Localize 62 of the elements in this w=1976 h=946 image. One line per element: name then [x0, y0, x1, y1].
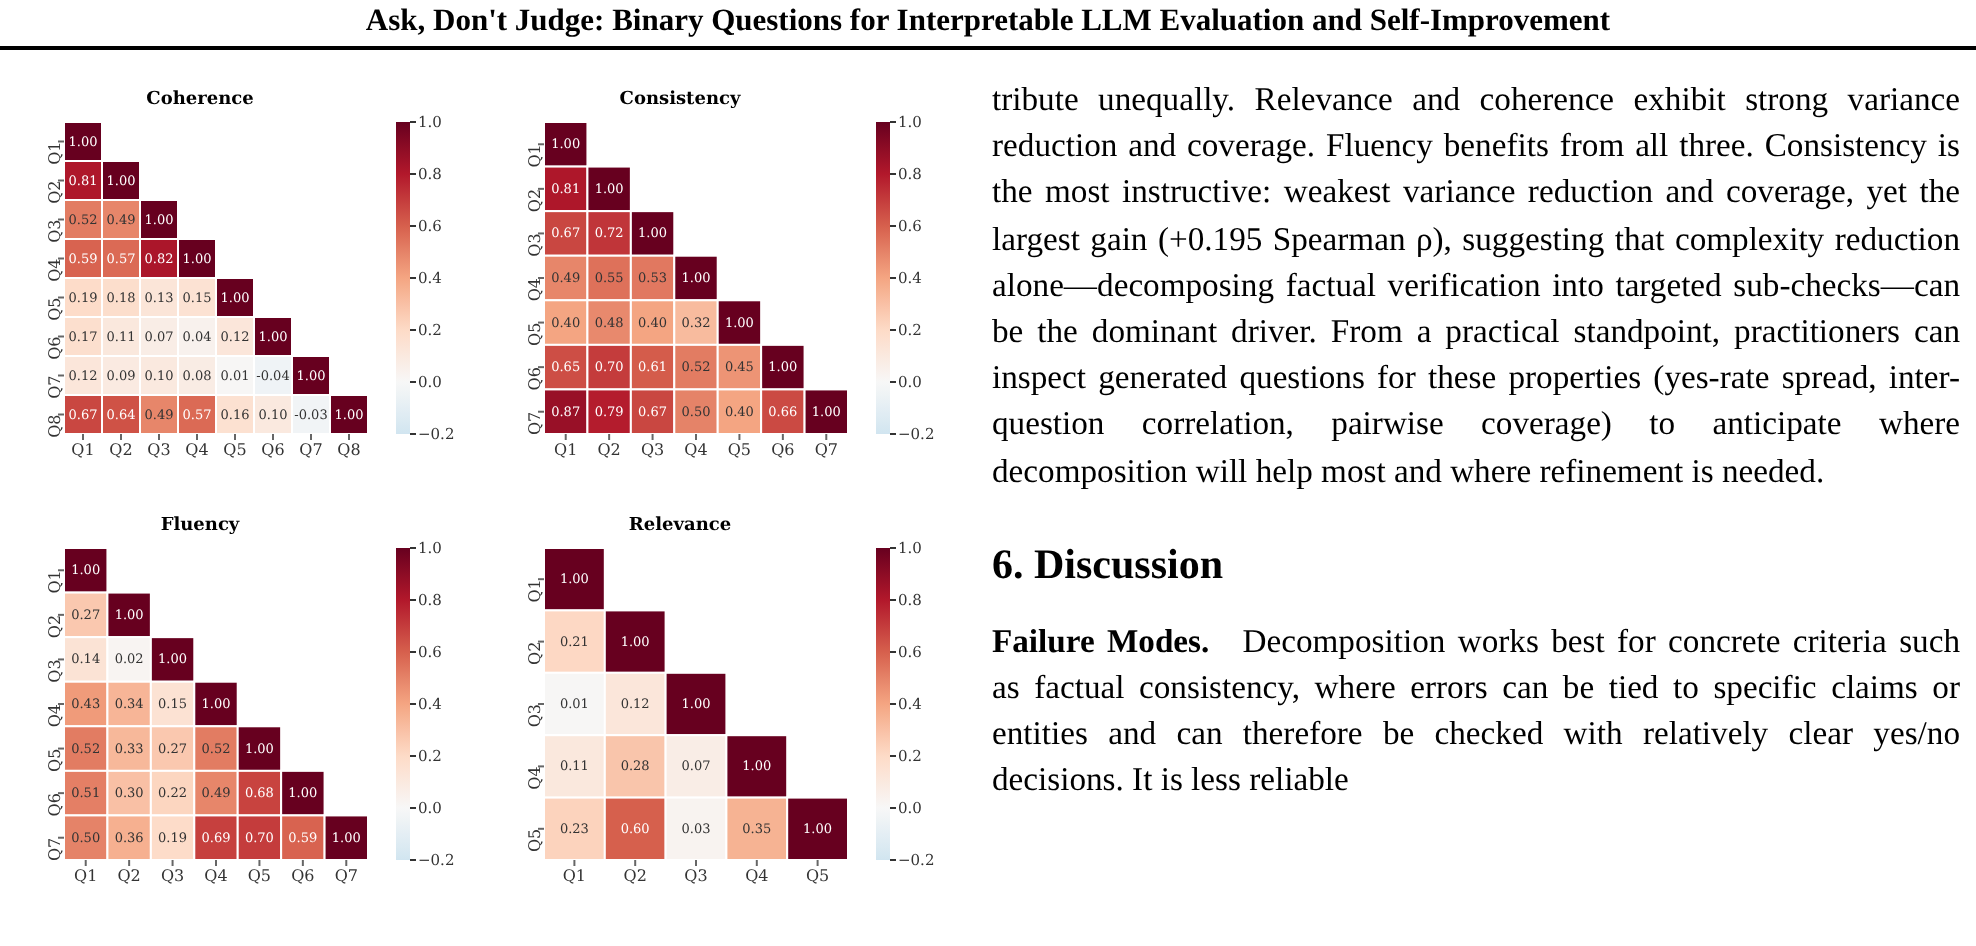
y-tick-label: Q8 [45, 414, 64, 438]
y-tick-label: Q6 [525, 367, 544, 391]
x-tick-label: Q2 [109, 441, 133, 460]
x-tick-label: Q2 [117, 867, 141, 886]
y-tick-label: Q6 [45, 336, 64, 360]
chart-title: Consistency [617, 90, 743, 110]
y-tick-label: Q2 [525, 641, 544, 665]
y-tick-label: Q4 [45, 258, 64, 282]
y-tick-label: Q5 [525, 828, 544, 853]
chart-title: Fluency [158, 516, 242, 536]
y-tick-label: Q4 [525, 278, 544, 302]
chart-title: Coherence [144, 90, 256, 110]
y-tick-label: Q3 [525, 704, 544, 728]
y-tick-label: Q6 [45, 793, 64, 817]
x-tick-label: Q4 [204, 867, 228, 886]
x-tick-label: Q3 [147, 441, 171, 460]
y-tick-label: Q5 [45, 297, 64, 321]
text: 6. Discussion [992, 537, 1226, 590]
y-tick-label: Q1 [45, 570, 64, 594]
x-tick-label: Q2 [597, 441, 621, 460]
x-tick-label: Q6 [261, 441, 285, 460]
x-tick-label: Q1 [74, 867, 98, 886]
y-tick-label: Q2 [45, 614, 64, 639]
y-tick-label: Q4 [525, 766, 544, 790]
x-tick-label: Q3 [684, 867, 708, 886]
text: Ask, Don't Judge: Binary Questions for Interpretable LLM Evaluation and Self-Improvement [363, 2, 1613, 42]
y-tick-label: Q1 [45, 141, 64, 165]
x-tick-label: Q8 [337, 441, 361, 460]
y-tick-label: Q2 [45, 180, 64, 204]
x-tick-label: Q4 [185, 441, 209, 460]
y-tick-label: Q3 [525, 233, 544, 257]
y-tick-label: Q1 [525, 579, 544, 603]
text: tribute unequally. Relevance and coherence exhibit strong variance reduction and coverage. Fluency benefits from all three. Consistency is the most instructive: weakest variance reduction and coverage, yet the largest gain (+0.195 Spearman ρ), suggesting that complexity reduction alone—decomposing factual verification into targeted sub-checks—can be the dominant driver. From a practical standpoint, practitioners can inspect generated questions for these properties (yes-rate spread, inter-question correlation, pairwise coverage) to anticipate where decomposition will help most and where refinement is needed. [992, 80, 1960, 490]
chart-title: Relevance [626, 516, 734, 536]
x-tick-label: Q4 [684, 441, 708, 460]
x-tick-label: Q7 [334, 867, 358, 886]
y-tick-label: Q7 [525, 411, 544, 436]
x-tick-label: Q6 [771, 441, 795, 460]
x-tick-label: Q5 [805, 867, 830, 886]
x-tick-label: Q2 [623, 867, 647, 886]
x-tick-label: Q5 [727, 441, 752, 460]
x-tick-label: Q7 [814, 441, 838, 460]
y-tick-label: Q7 [45, 837, 64, 862]
x-tick-label: Q1 [554, 441, 578, 460]
x-tick-label: Q4 [745, 867, 769, 886]
x-tick-label: Q5 [223, 441, 247, 460]
y-tick-label: Q1 [525, 144, 544, 168]
y-tick-label: Q5 [525, 322, 544, 346]
x-tick-label: Q6 [291, 867, 315, 886]
x-tick-label: Q1 [562, 867, 587, 886]
y-tick-label: Q5 [45, 748, 64, 772]
x-tick-label: Q7 [299, 441, 323, 460]
text: Failure Modes. Decomposition works best for concrete criteria such as factual consistency, where errors can be tied to specific claims or entities and can therefore be checked with relatively clear yes/no decisions. It is less reliable [992, 619, 1961, 803]
x-tick-label: Q5 [247, 867, 272, 886]
y-tick-label: Q3 [45, 219, 64, 243]
y-tick-label: Q7 [45, 375, 64, 399]
y-tick-label: Q3 [45, 659, 64, 683]
x-tick-label: Q3 [640, 441, 665, 460]
x-tick-label: Q1 [71, 441, 95, 460]
y-tick-label: Q2 [525, 188, 544, 213]
x-tick-label: Q3 [160, 867, 185, 886]
y-tick-label: Q4 [45, 704, 64, 728]
